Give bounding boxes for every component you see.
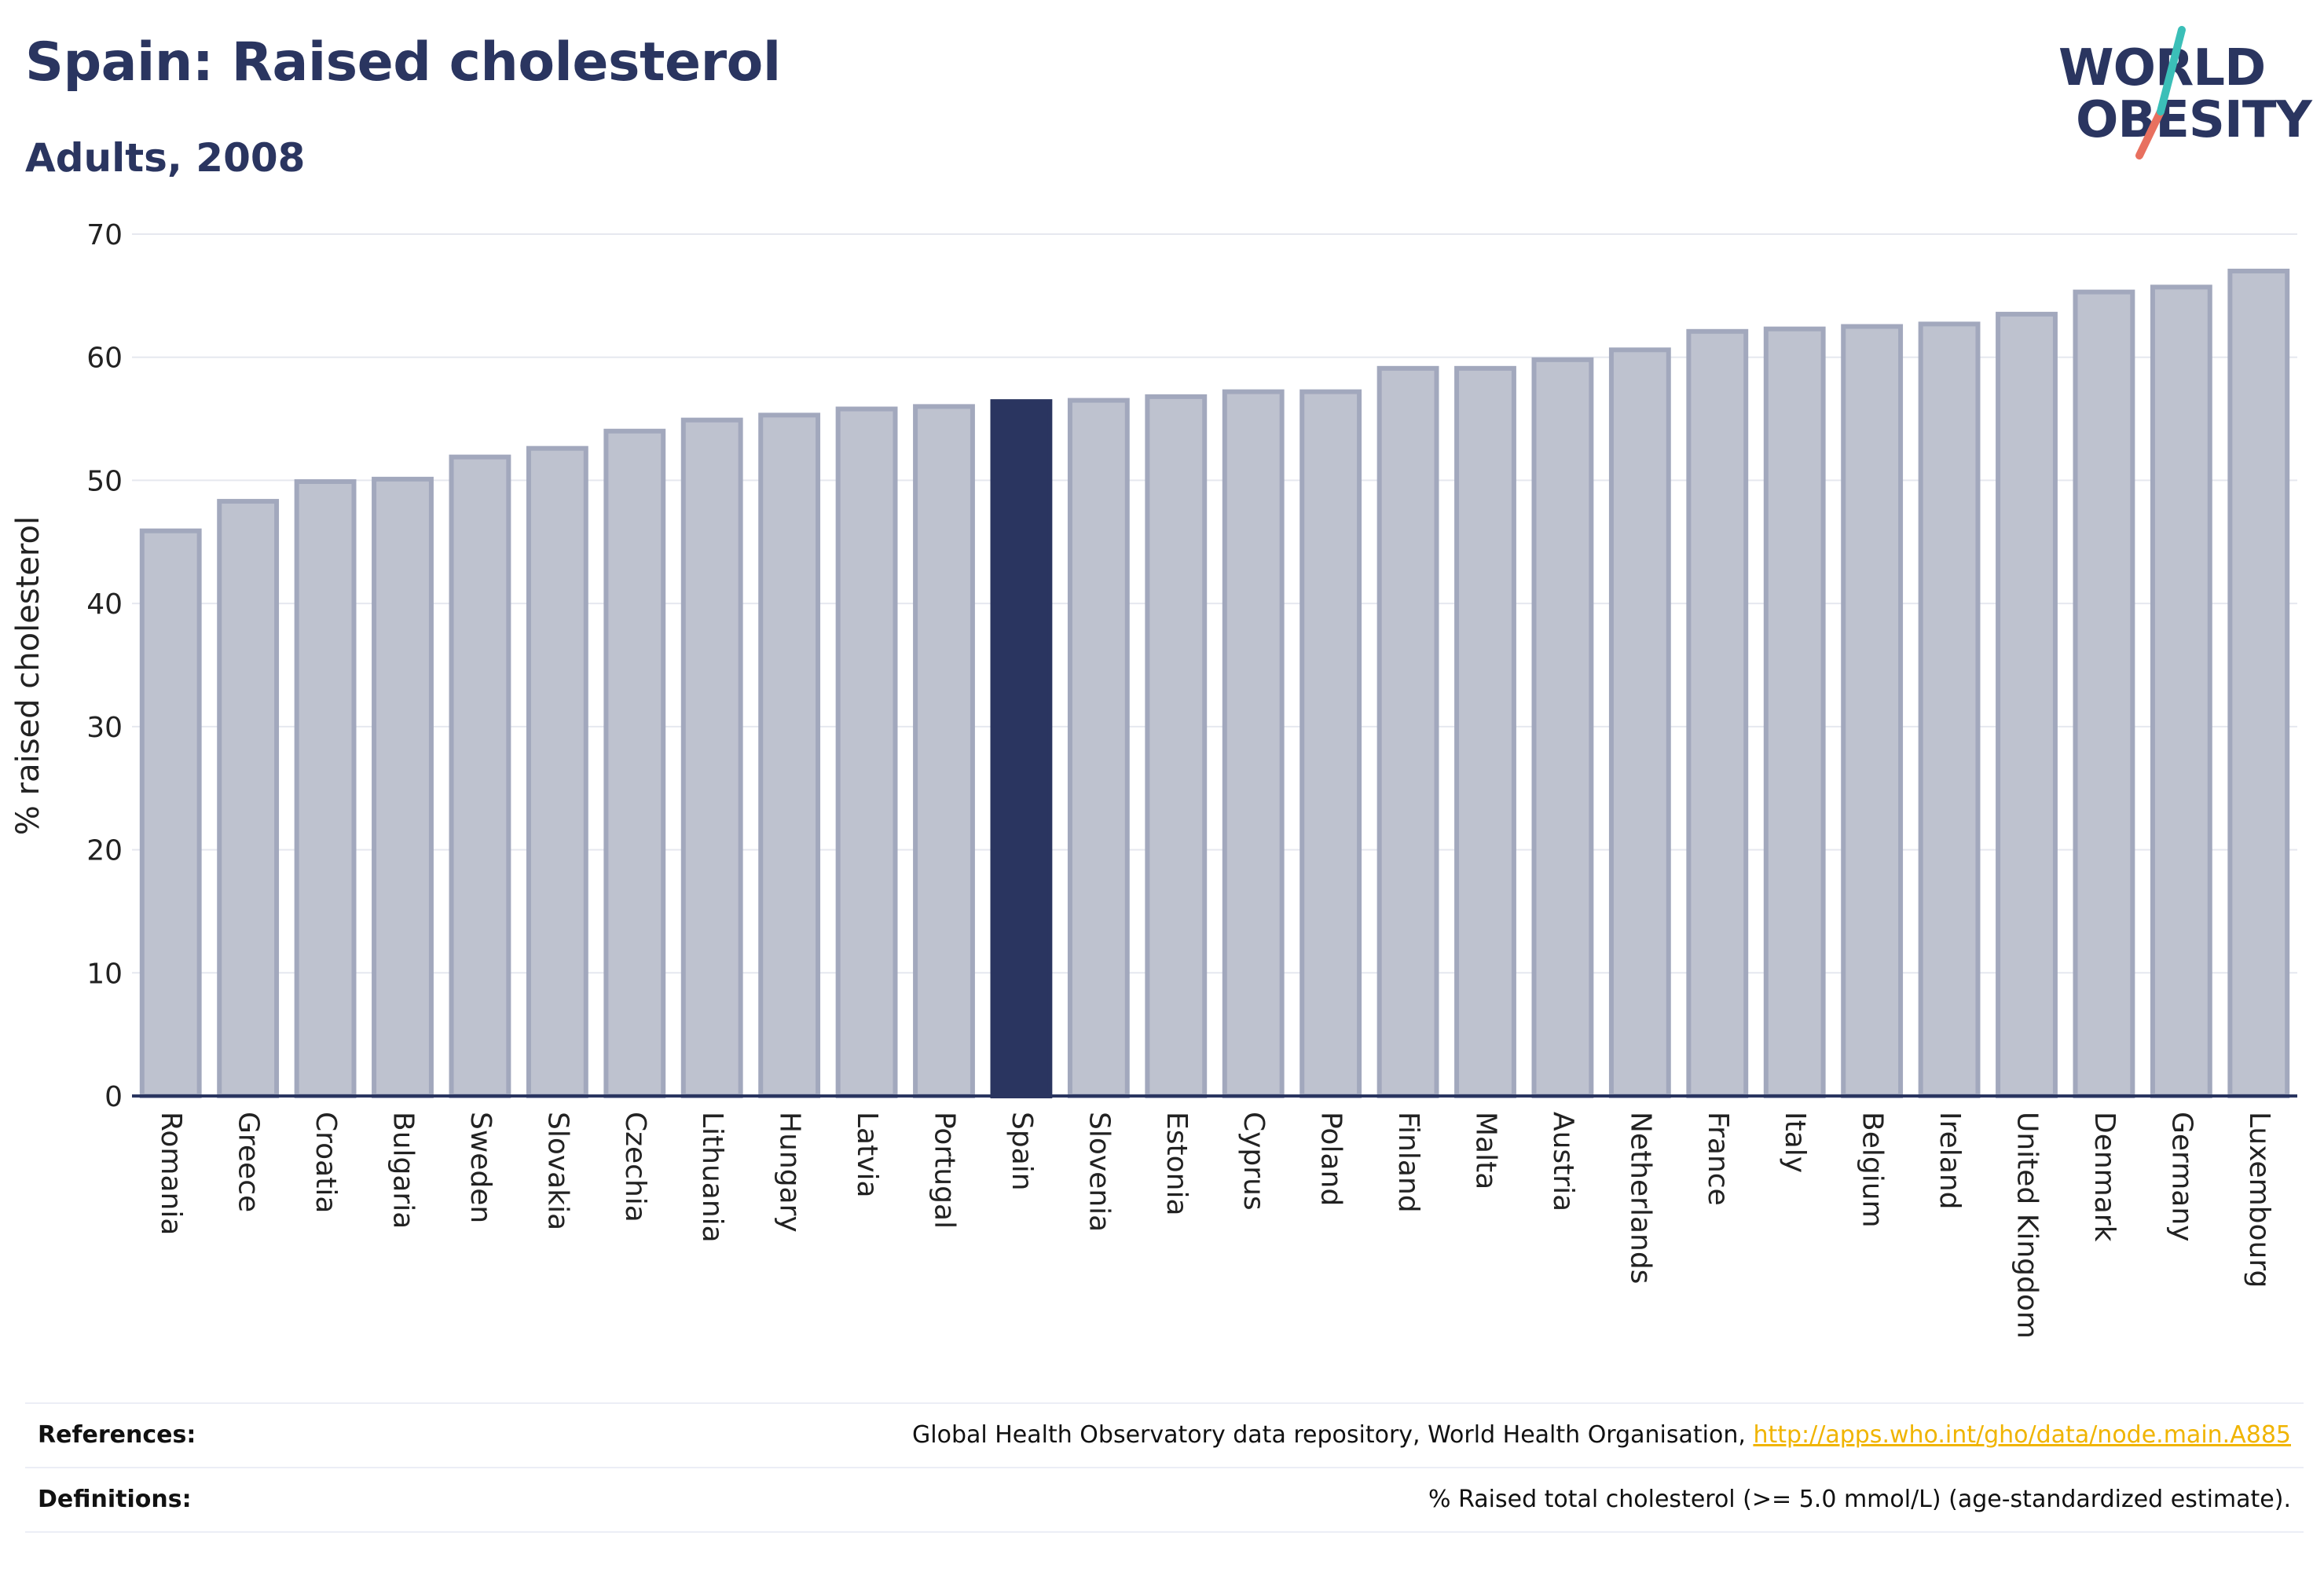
- x-tick-label: Spain: [1006, 1112, 1038, 1191]
- x-tick-label: Malta: [1470, 1112, 1502, 1189]
- references-link[interactable]: http://apps.who.int/gho/data/node.main.A…: [1753, 1421, 2291, 1449]
- footer-divider-bottom: [25, 1531, 2304, 1533]
- x-tick-label: Netherlands: [1624, 1112, 1656, 1284]
- bar-romania: [139, 528, 202, 1098]
- footer-divider-top: [25, 1402, 2304, 1404]
- bar-austria: [1531, 357, 1594, 1098]
- x-tick-label: Czechia: [619, 1112, 651, 1222]
- bar-czechia: [603, 428, 666, 1098]
- references-text: Global Health Observatory data repositor…: [912, 1421, 1754, 1449]
- bar-slovakia: [526, 445, 588, 1098]
- x-tick-label: Belgium: [1857, 1112, 1889, 1228]
- references-label: References:: [38, 1421, 196, 1449]
- bar-cyprus: [1222, 389, 1285, 1098]
- bar-slovenia: [1067, 398, 1130, 1099]
- x-tick-label: France: [1702, 1112, 1734, 1206]
- x-tick-label: Denmark: [2088, 1112, 2121, 1242]
- bar-sweden: [449, 454, 511, 1098]
- bar-denmark: [2073, 289, 2135, 1098]
- y-tick-label: 10: [86, 958, 123, 990]
- bar-italy: [1763, 326, 1826, 1099]
- logo-slash-icon: [2135, 26, 2186, 159]
- y-tick-label: 20: [86, 835, 123, 867]
- y-tick-label: 0: [104, 1081, 123, 1113]
- bar-germany: [2150, 284, 2212, 1099]
- y-tick-labels: 0 10 20 30 40 50 60 70: [86, 219, 123, 1113]
- x-tick-label: Poland: [1315, 1112, 1347, 1206]
- x-tick-label: Slovenia: [1083, 1112, 1115, 1232]
- x-tick-label: Italy: [1779, 1112, 1811, 1173]
- bar-portugal: [913, 404, 975, 1098]
- x-tick-label: United Kingdom: [2011, 1112, 2044, 1339]
- world-obesity-logo[interactable]: WORLD OBESITY: [2051, 24, 2312, 165]
- definitions-label: Definitions:: [38, 1486, 192, 1513]
- bar-poland: [1299, 389, 1362, 1098]
- bar-lithuania: [680, 417, 743, 1098]
- bar-bulgaria: [372, 476, 434, 1098]
- logo-word-obesity: OBESITY: [2076, 91, 2312, 149]
- definitions-row: Definitions: % Raised total cholesterol …: [25, 1467, 2304, 1530]
- x-tick-label: Austria: [1547, 1112, 1579, 1211]
- bar-belgium: [1841, 324, 1904, 1098]
- y-tick-label: 40: [86, 588, 123, 621]
- x-tick-label: Lithuania: [696, 1112, 728, 1243]
- bar-spain: [990, 399, 1053, 1099]
- x-tick-label: Germany: [2165, 1112, 2198, 1241]
- y-tick-label: 70: [86, 219, 123, 251]
- bar-latvia: [835, 406, 898, 1098]
- bar-greece: [217, 499, 280, 1098]
- x-tick-label: Greece: [233, 1112, 265, 1212]
- chart-title: Spain: Raised cholesterol: [25, 31, 781, 93]
- bar-malta: [1454, 365, 1516, 1099]
- y-axis-label: % raised cholesterol: [10, 515, 46, 836]
- x-tick-label: Ireland: [1934, 1112, 1966, 1210]
- x-tick-label: Hungary: [774, 1112, 806, 1233]
- bar-finland: [1376, 365, 1439, 1099]
- y-tick-label: 50: [86, 465, 123, 497]
- x-tick-label: Romania: [155, 1112, 187, 1235]
- x-tick-label: Croatia: [310, 1112, 342, 1213]
- bar-hungary: [758, 412, 821, 1098]
- definitions-value: % Raised total cholesterol (>= 5.0 mmol/…: [1428, 1486, 2291, 1513]
- bars: [139, 269, 2290, 1099]
- bar-croatia: [294, 478, 357, 1098]
- x-tick-label: Luxembourg: [2243, 1112, 2275, 1288]
- x-tick-labels: Romania Greece Croatia Bulgaria Sweden Slovak…: [155, 1112, 2275, 1339]
- x-tick-label: Finland: [1392, 1112, 1424, 1213]
- references-value: Global Health Observatory data repositor…: [912, 1421, 2291, 1449]
- chart-subtitle: Adults, 2008: [25, 135, 306, 181]
- logo-word-world: WORLD: [2058, 39, 2266, 97]
- x-tick-label: Portugal: [929, 1112, 961, 1229]
- bar-luxembourg: [2227, 269, 2290, 1098]
- x-tick-label: Bulgaria: [387, 1112, 420, 1229]
- bar-chart: 0 10 20 30 40 50 60 70 Romania Greece Croatia Bulg…: [86, 219, 2297, 1339]
- x-tick-label: Cyprus: [1237, 1112, 1270, 1211]
- x-tick-label: Sweden: [464, 1112, 497, 1223]
- x-tick-label: Estonia: [1160, 1112, 1193, 1216]
- y-tick-label: 60: [86, 343, 123, 375]
- x-tick-label: Slovakia: [541, 1112, 574, 1230]
- footer-divider-middle: [25, 1467, 2304, 1468]
- bar-estonia: [1145, 394, 1208, 1098]
- bar-ireland: [1918, 321, 1981, 1098]
- references-row: References: Global Health Observatory da…: [25, 1402, 2304, 1465]
- bar-france: [1686, 328, 1749, 1099]
- bar-united-kingdom: [1996, 311, 2058, 1099]
- x-tick-label: Latvia: [851, 1112, 883, 1198]
- y-tick-label: 30: [86, 712, 123, 744]
- bar-netherlands: [1608, 347, 1671, 1099]
